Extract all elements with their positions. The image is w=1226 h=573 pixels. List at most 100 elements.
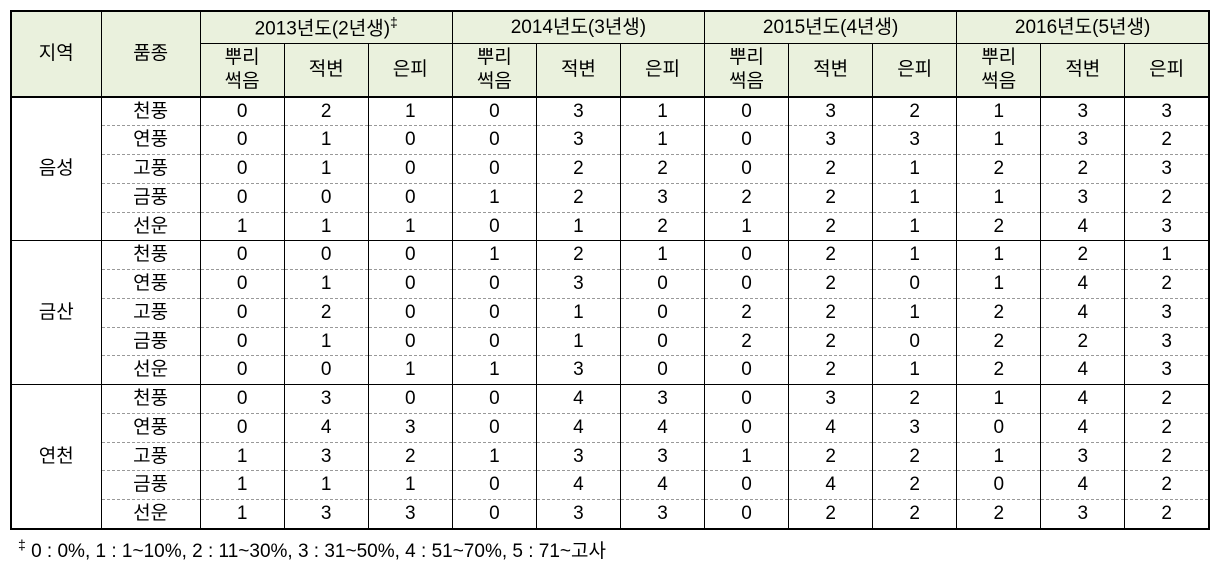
value-cell: 3 (789, 385, 873, 414)
value-cell: 2 (789, 298, 873, 327)
value-cell: 2 (705, 298, 789, 327)
value-cell: 2 (1125, 471, 1209, 500)
footnote-dagger-icon: ‡ (18, 537, 26, 553)
value-cell: 1 (368, 97, 452, 126)
table-row: 금산천풍000121021121 (11, 241, 1209, 270)
value-cell: 2 (873, 500, 957, 529)
value-cell: 1 (873, 241, 957, 270)
value-cell: 1 (620, 126, 704, 155)
value-cell: 0 (200, 385, 284, 414)
subheader-root-rot: 뿌리썩음 (200, 44, 284, 97)
value-cell: 4 (789, 413, 873, 442)
value-cell: 1 (284, 327, 368, 356)
value-cell: 4 (1041, 356, 1125, 385)
table-row: 고풍010022021223 (11, 155, 1209, 184)
value-cell: 1 (368, 471, 452, 500)
value-cell: 4 (536, 413, 620, 442)
value-cell: 1 (957, 442, 1041, 471)
table-row: 연풍010030020142 (11, 270, 1209, 299)
value-cell: 3 (789, 126, 873, 155)
value-cell: 1 (957, 183, 1041, 212)
value-cell: 0 (200, 97, 284, 126)
value-cell: 2 (1041, 241, 1125, 270)
value-cell: 4 (620, 413, 704, 442)
value-cell: 2 (957, 298, 1041, 327)
value-cell: 1 (284, 270, 368, 299)
value-cell: 2 (789, 155, 873, 184)
value-cell: 2 (536, 183, 620, 212)
value-cell: 2 (536, 241, 620, 270)
value-cell: 3 (284, 385, 368, 414)
value-cell: 1 (284, 471, 368, 500)
value-cell: 0 (368, 327, 452, 356)
value-cell: 3 (536, 356, 620, 385)
dagger-icon: ‡ (390, 14, 398, 30)
value-cell: 0 (705, 270, 789, 299)
table-row: 금풍010010220223 (11, 327, 1209, 356)
value-cell: 3 (1125, 155, 1209, 184)
value-cell: 1 (452, 442, 536, 471)
region-cell: 금산 (11, 241, 101, 385)
value-cell: 1 (873, 183, 957, 212)
value-cell: 1 (957, 126, 1041, 155)
variety-cell: 금풍 (101, 471, 200, 500)
value-cell: 2 (1125, 442, 1209, 471)
value-cell: 0 (200, 183, 284, 212)
value-cell: 3 (620, 385, 704, 414)
value-cell: 1 (536, 298, 620, 327)
value-cell: 1 (452, 241, 536, 270)
value-cell: 4 (536, 385, 620, 414)
value-cell: 3 (620, 500, 704, 529)
value-cell: 4 (789, 471, 873, 500)
value-cell: 0 (284, 183, 368, 212)
value-cell: 0 (200, 241, 284, 270)
value-cell: 2 (789, 270, 873, 299)
value-cell: 2 (1041, 327, 1125, 356)
subheader-col3: 은피 (368, 44, 452, 97)
value-cell: 0 (368, 385, 452, 414)
value-cell: 0 (705, 155, 789, 184)
variety-cell: 선운 (101, 356, 200, 385)
subheader-col3: 은피 (873, 44, 957, 97)
value-cell: 0 (452, 500, 536, 529)
value-cell: 1 (452, 356, 536, 385)
value-cell: 2 (1125, 413, 1209, 442)
value-cell: 0 (284, 356, 368, 385)
value-cell: 0 (620, 270, 704, 299)
variety-cell: 고풍 (101, 155, 200, 184)
value-cell: 0 (368, 241, 452, 270)
value-cell: 2 (789, 183, 873, 212)
variety-cell: 연풍 (101, 270, 200, 299)
value-cell: 0 (705, 385, 789, 414)
subheader-root-rot: 뿌리썩음 (705, 44, 789, 97)
value-cell: 2 (536, 155, 620, 184)
value-cell: 2 (873, 442, 957, 471)
header-variety: 품종 (101, 11, 200, 97)
value-cell: 0 (452, 212, 536, 241)
value-cell: 1 (957, 241, 1041, 270)
subheader-col3: 은피 (620, 44, 704, 97)
value-cell: 4 (1041, 212, 1125, 241)
value-cell: 1 (957, 97, 1041, 126)
value-cell: 0 (452, 471, 536, 500)
variety-cell: 연풍 (101, 126, 200, 155)
value-cell: 0 (705, 241, 789, 270)
subheader-root-rot: 뿌리썩음 (957, 44, 1041, 97)
table-row: 연천천풍030043032142 (11, 385, 1209, 414)
value-cell: 1 (200, 500, 284, 529)
table-row: 연풍043044043042 (11, 413, 1209, 442)
value-cell: 1 (957, 385, 1041, 414)
value-cell: 3 (1041, 126, 1125, 155)
value-cell: 3 (284, 500, 368, 529)
value-cell: 2 (368, 442, 452, 471)
value-cell: 0 (705, 126, 789, 155)
value-cell: 2 (284, 97, 368, 126)
value-cell: 2 (705, 183, 789, 212)
value-cell: 2 (1041, 155, 1125, 184)
value-cell: 1 (284, 155, 368, 184)
variety-cell: 선운 (101, 500, 200, 529)
value-cell: 0 (200, 413, 284, 442)
value-cell: 3 (1041, 500, 1125, 529)
value-cell: 0 (452, 298, 536, 327)
value-cell: 0 (368, 298, 452, 327)
